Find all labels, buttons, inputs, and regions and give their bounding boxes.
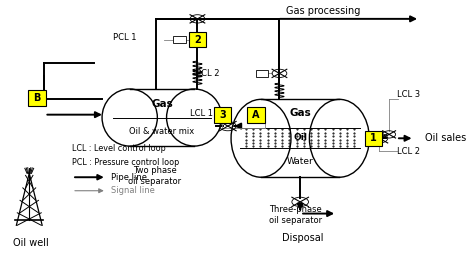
Text: A: A (252, 110, 260, 120)
Ellipse shape (310, 99, 369, 177)
Text: Pipe line: Pipe line (111, 173, 147, 182)
Text: Two phase: Two phase (133, 166, 177, 175)
Text: Oil sales: Oil sales (425, 133, 466, 143)
Bar (214, 107, 231, 123)
Ellipse shape (166, 89, 222, 146)
Text: B: B (33, 93, 41, 103)
Text: PCL 1: PCL 1 (113, 33, 137, 41)
Polygon shape (130, 89, 194, 146)
Text: Three-phase: Three-phase (269, 205, 322, 214)
Text: PCL : Pressure control loop: PCL : Pressure control loop (72, 158, 179, 168)
Bar (365, 130, 382, 146)
Bar (247, 107, 264, 123)
Text: LCL 1: LCL 1 (190, 109, 213, 118)
Text: Oil & water mix: Oil & water mix (129, 127, 195, 136)
Text: Oil well: Oil well (13, 239, 48, 248)
Text: 3: 3 (219, 110, 226, 120)
Bar (189, 32, 206, 48)
Bar (256, 70, 268, 77)
Text: Gas: Gas (289, 108, 311, 118)
Polygon shape (261, 99, 339, 177)
Text: oil separator: oil separator (269, 216, 322, 224)
Text: Disposal: Disposal (282, 233, 323, 243)
Bar (173, 36, 186, 43)
Text: Gas: Gas (151, 99, 173, 109)
Text: Gas processing: Gas processing (286, 6, 361, 16)
Ellipse shape (102, 89, 157, 146)
Ellipse shape (231, 99, 291, 177)
Text: LCL : Level control loop: LCL : Level control loop (72, 144, 166, 153)
Text: LCL 3: LCL 3 (397, 90, 420, 99)
Text: 2: 2 (194, 35, 201, 45)
Bar (28, 90, 46, 106)
Text: LCL 2: LCL 2 (397, 147, 420, 156)
Text: Signal line: Signal line (111, 186, 155, 195)
Text: Water: Water (287, 157, 314, 166)
Text: PCL 2: PCL 2 (196, 69, 219, 78)
Text: oil separator: oil separator (128, 177, 182, 186)
Text: Oil: Oil (293, 133, 307, 143)
Text: 1: 1 (370, 133, 377, 143)
